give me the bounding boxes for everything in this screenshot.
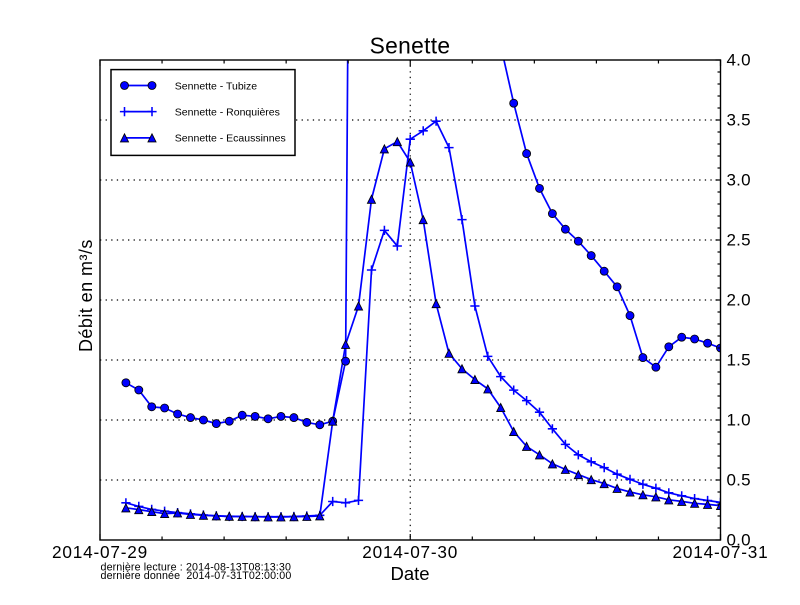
svg-text:0.5: 0.5 xyxy=(727,471,751,490)
svg-text:Date: Date xyxy=(390,563,429,584)
svg-text:dernière donnée 2014-07-31T02: dernière donnée 2014-07-31T02:00:00 xyxy=(101,570,292,582)
svg-text:3.0: 3.0 xyxy=(727,171,751,190)
svg-text:dernière lecture : 2014-08-13T: dernière lecture : 2014-08-13T08:13:30 xyxy=(101,562,292,574)
svg-text:1.0: 1.0 xyxy=(727,411,751,430)
svg-text:Senette: Senette xyxy=(370,33,451,59)
svg-text:4.0: 4.0 xyxy=(727,51,751,70)
svg-text:2014-07-31: 2014-07-31 xyxy=(673,542,769,562)
svg-text:2.0: 2.0 xyxy=(727,291,751,310)
svg-text:Sennette - Ecaussinnes: Sennette - Ecaussinnes xyxy=(175,133,286,145)
svg-text:2.5: 2.5 xyxy=(727,231,751,250)
svg-text:Sennette - Ronquières: Sennette - Ronquières xyxy=(175,106,280,118)
svg-text:1.5: 1.5 xyxy=(727,351,751,370)
svg-text:2014-07-30: 2014-07-30 xyxy=(362,542,458,562)
svg-text:3.5: 3.5 xyxy=(727,111,751,130)
svg-text:2014-07-29: 2014-07-29 xyxy=(52,542,148,562)
svg-text:0.0: 0.0 xyxy=(727,531,751,550)
svg-text:Débit en m³/s: Débit en m³/s xyxy=(76,239,96,352)
svg-text:Sennette - Tubize: Sennette - Tubize xyxy=(175,80,257,92)
